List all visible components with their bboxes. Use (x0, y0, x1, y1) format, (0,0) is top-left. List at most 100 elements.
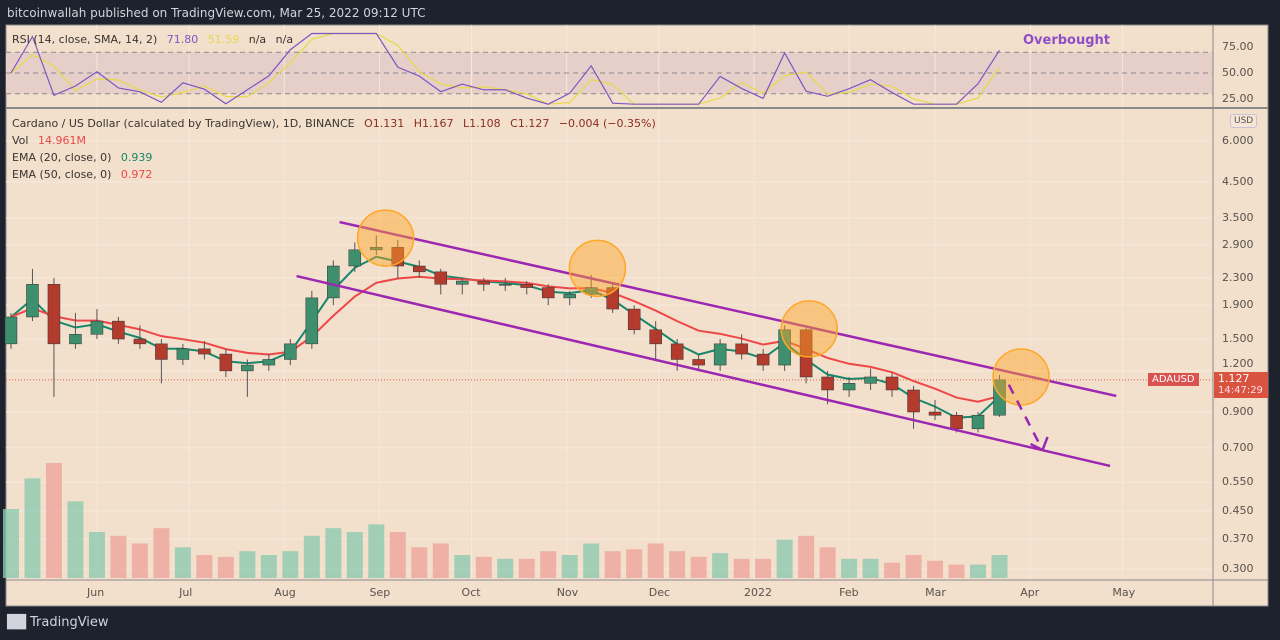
candle[interactable] (262, 359, 276, 366)
rsi-legend: RSI (14, close, SMA, 14, 2) 71.80 51.59 … (12, 33, 299, 46)
candle[interactable] (133, 338, 147, 345)
volume-bar (153, 528, 170, 578)
candle[interactable] (348, 249, 362, 267)
candle[interactable] (993, 379, 1006, 416)
candle[interactable] (799, 329, 813, 378)
candle[interactable] (735, 343, 748, 355)
volume-bar (346, 532, 363, 578)
candle[interactable] (26, 284, 39, 318)
price-axis-tick: 0.450 (1222, 504, 1254, 518)
dashed-arrow-line[interactable] (1007, 384, 1044, 451)
candle[interactable] (90, 320, 104, 335)
candle[interactable] (155, 343, 168, 360)
candle[interactable] (713, 343, 727, 366)
volume-bar (196, 555, 213, 578)
candle[interactable] (627, 308, 641, 331)
volume-bar (475, 556, 492, 578)
highlight-circle[interactable] (992, 348, 1050, 406)
candle[interactable] (584, 287, 598, 295)
candle[interactable] (69, 334, 82, 345)
channel-lower-line[interactable] (296, 274, 1111, 468)
volume-bar (561, 555, 578, 578)
time-axis-tick: Mar (925, 586, 946, 599)
symbol-title[interactable]: Cardano / US Dollar (calculated by Tradi… (12, 117, 355, 130)
highlight-circle[interactable] (568, 239, 627, 298)
price-axis-tick: 0.300 (1222, 562, 1254, 575)
candle[interactable] (885, 376, 899, 391)
candle[interactable] (327, 265, 340, 299)
candle[interactable] (821, 376, 834, 391)
last-price: 1.127 (1218, 372, 1250, 385)
candle[interactable] (434, 271, 448, 285)
price-axis-tick: 2.900 (1222, 237, 1254, 251)
volume-bar (733, 558, 750, 578)
candle[interactable] (649, 329, 662, 345)
candle[interactable] (112, 320, 125, 340)
channel-upper-line[interactable] (339, 220, 1117, 398)
rsi-sma-value: 51.59 (207, 33, 240, 46)
volume-bar (260, 555, 277, 578)
candle[interactable] (928, 411, 942, 416)
candle[interactable] (176, 348, 190, 360)
volume-bar (67, 501, 84, 578)
candle[interactable] (370, 247, 383, 251)
candle[interactable] (456, 280, 469, 285)
volume-bar (2, 509, 19, 578)
highlight-circle[interactable] (356, 209, 415, 267)
candle[interactable] (907, 389, 920, 413)
candle[interactable] (520, 284, 533, 288)
ema50-label: EMA (50, close, 0) (12, 168, 112, 181)
candle[interactable] (284, 343, 297, 360)
volume-bar (669, 551, 686, 578)
rsi-na-2: n/a (275, 33, 294, 46)
candle[interactable] (950, 414, 963, 430)
ohlc-high: H1.167 (413, 117, 454, 130)
candle[interactable] (670, 343, 684, 360)
volume-bar (131, 543, 148, 578)
ohlc-open: O1.131 (364, 117, 405, 130)
candle[interactable] (864, 376, 877, 384)
candle[interactable] (4, 316, 18, 345)
price-axis-tick: 1.900 (1222, 298, 1254, 312)
ema50-value: 0.972 (120, 168, 153, 181)
volume-bar (389, 532, 406, 578)
candle[interactable] (219, 353, 233, 372)
volume-bar (905, 555, 922, 578)
price-axis-tick: 0.550 (1222, 475, 1254, 489)
time-axis-tick: Jul (179, 586, 193, 599)
tradingview-logo-icon: ██ (7, 615, 26, 630)
volume-bar (884, 562, 901, 578)
candle[interactable] (498, 284, 512, 286)
candle[interactable] (47, 284, 61, 345)
volume-bar (647, 543, 664, 578)
volume-legend: Vol 14.961M (12, 134, 92, 147)
candle[interactable] (477, 280, 490, 285)
volume-bar (819, 547, 836, 578)
candle[interactable] (971, 414, 985, 430)
rsi-axis-tick: 50.00 (1222, 66, 1254, 79)
candle[interactable] (541, 287, 555, 299)
footer-brand[interactable]: ██ TradingView (7, 615, 109, 630)
vol-label: Vol (12, 134, 29, 147)
volume-bar (497, 558, 514, 578)
highlight-circle[interactable] (780, 300, 838, 358)
candle[interactable] (198, 348, 211, 355)
currency-badge[interactable]: USD (1230, 114, 1258, 128)
volume-bar (583, 543, 600, 578)
candle[interactable] (692, 359, 705, 366)
candle[interactable] (842, 383, 856, 391)
time-axis-tick: Aug (274, 586, 296, 599)
candle[interactable] (756, 353, 770, 366)
candle[interactable] (241, 364, 254, 372)
candle[interactable] (563, 294, 576, 299)
volume-bar (862, 558, 879, 578)
symbol-legend: Cardano / US Dollar (calculated by Tradi… (12, 117, 662, 130)
candle[interactable] (413, 265, 426, 273)
candle[interactable] (305, 297, 319, 345)
time-axis-tick: Feb (839, 586, 859, 599)
volume-bar (454, 555, 471, 578)
volume-bar (712, 553, 729, 578)
candle[interactable] (778, 329, 791, 366)
time-axis-tick: May (1112, 586, 1136, 599)
